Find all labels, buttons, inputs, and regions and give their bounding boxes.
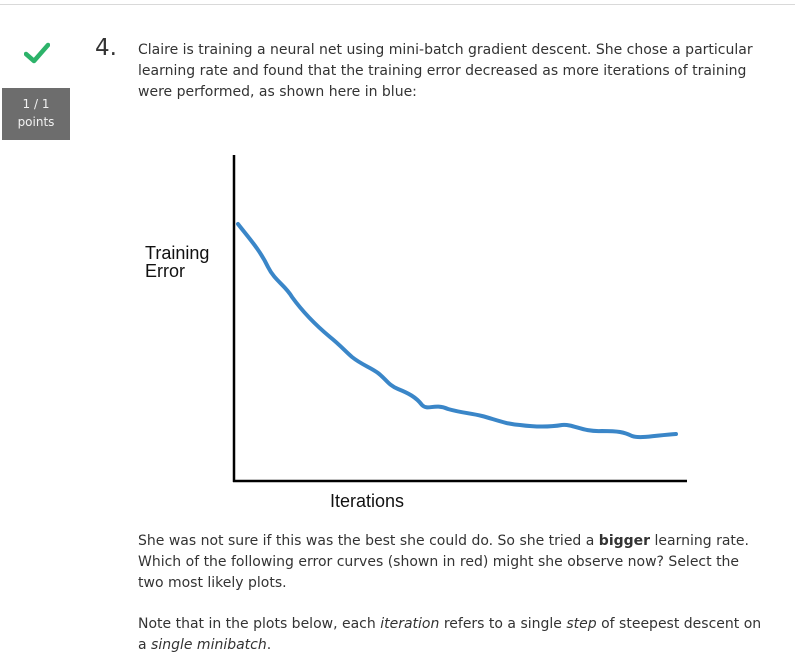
training-error-figure: Training Error Iterations xyxy=(145,155,687,511)
note-text-2: refers to a single xyxy=(439,616,567,632)
x-axis-label: Iterations xyxy=(330,491,404,511)
note-emphasis-iteration: iteration xyxy=(380,616,440,632)
points-score: 1 / 1 xyxy=(22,97,50,111)
note-emphasis-single-minibatch: single minibatch xyxy=(151,637,267,653)
y-axis-label-line1: Training xyxy=(145,243,209,263)
blue-error-curve xyxy=(236,222,678,440)
checkmark-icon xyxy=(24,42,50,64)
note-text-3: of steepest descent on a xyxy=(138,616,762,653)
question-intro: Claire is training a neural net using mi… xyxy=(138,42,753,100)
followup-emphasis-bigger: bigger xyxy=(598,533,651,549)
points-badge: 1 / 1 points xyxy=(2,88,70,140)
note-emphasis-step: step xyxy=(566,616,597,632)
question-followup: She was not sure if this was the best sh… xyxy=(138,531,763,594)
note-text-1: Note that in the plots below, each xyxy=(138,616,381,632)
note-text-4: . xyxy=(266,637,272,653)
y-axis-label-line2: Error xyxy=(145,261,185,281)
top-divider xyxy=(0,4,795,5)
points-label: points xyxy=(17,115,55,129)
followup-text-2: learning rate. Which of the following er… xyxy=(138,533,749,591)
question-note: Note that in the plots below, each itera… xyxy=(138,614,763,656)
followup-text-1: She was not sure if this was the best sh… xyxy=(138,533,599,549)
question-number: 4. xyxy=(95,35,117,61)
